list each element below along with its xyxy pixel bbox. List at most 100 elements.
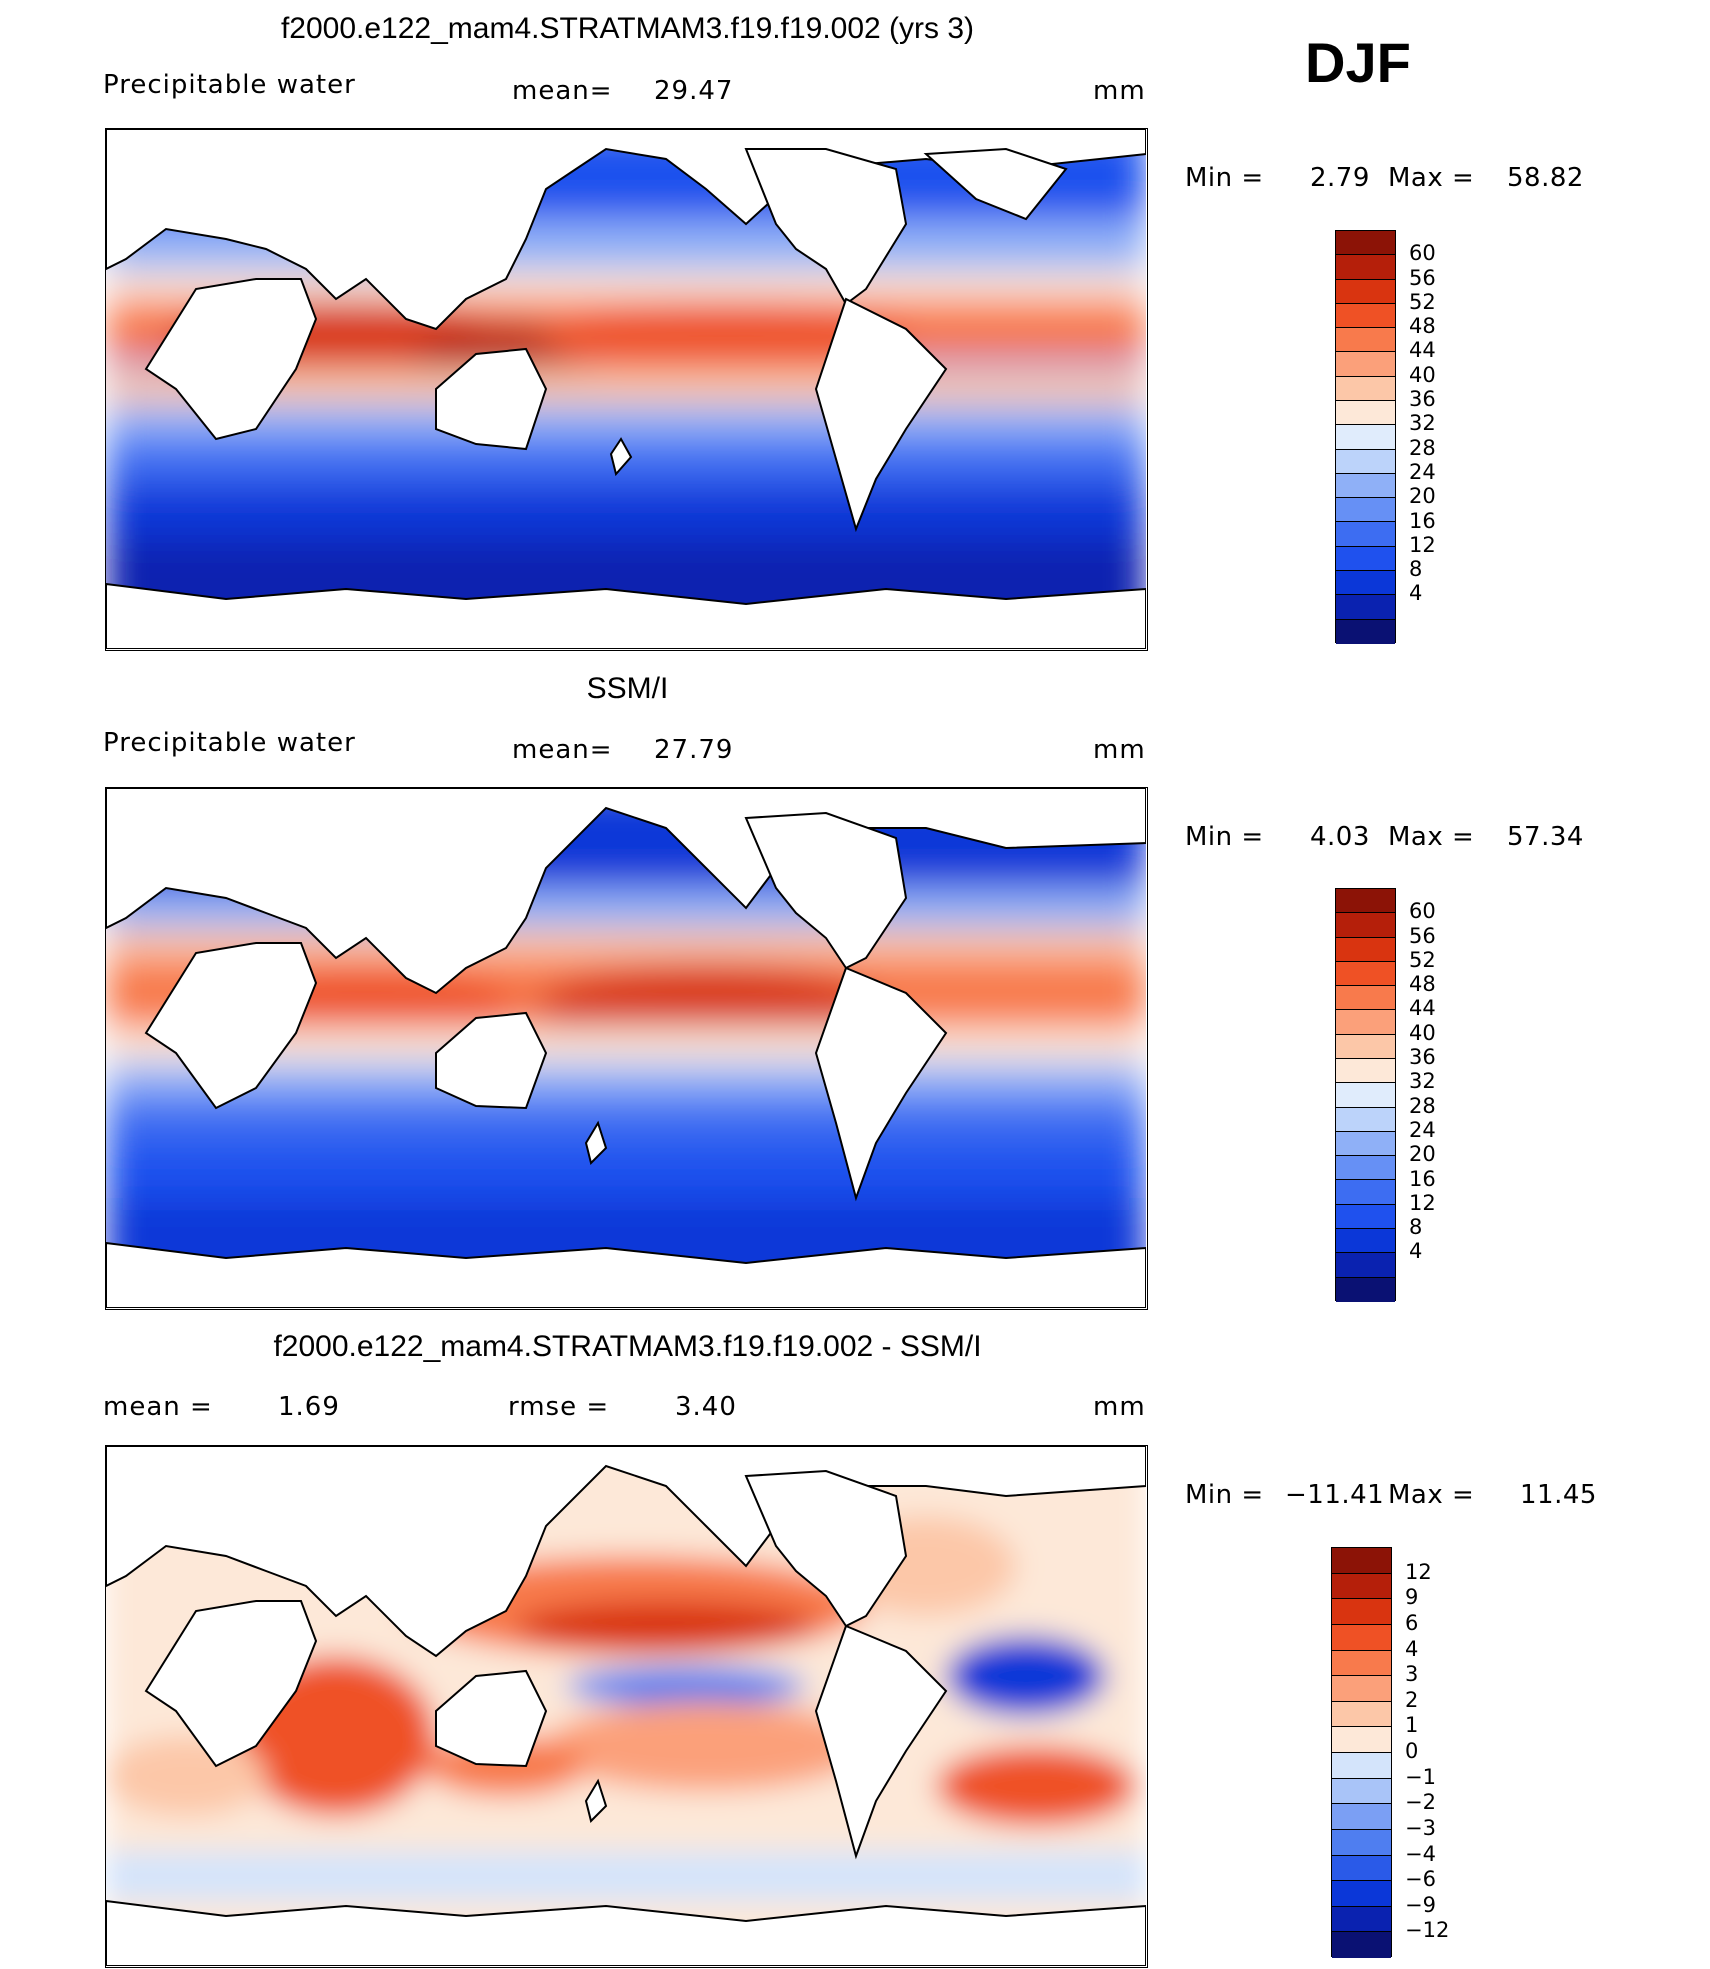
colorbar-level-label: −4 [1405, 1841, 1436, 1866]
mean-value: 29.47 [654, 76, 734, 106]
min-label: Min = [1185, 1480, 1264, 1510]
colorbar-level-label: 36 [1409, 387, 1436, 412]
colorbar-segment [1336, 619, 1395, 644]
colorbar-segment [1332, 1701, 1391, 1728]
colorbar-segment [1332, 1573, 1391, 1600]
colorbar-segment [1332, 1778, 1391, 1805]
colorbar-segment [1336, 986, 1395, 1011]
colorbar [1335, 888, 1396, 1302]
colorbar-segment [1336, 303, 1395, 329]
colorbar-segment [1336, 1204, 1395, 1229]
colorbar-level-label: 24 [1409, 1117, 1436, 1142]
colorbar-level-label: 52 [1409, 947, 1436, 972]
colorbar-segment [1336, 546, 1395, 571]
colorbar-segment [1332, 1727, 1391, 1753]
max-label: Max = [1388, 822, 1475, 852]
colorbar-segment [1332, 1881, 1391, 1907]
colorbar-segment [1336, 352, 1395, 377]
colorbar-level-label: 4 [1405, 1636, 1419, 1661]
colorbar-segment [1332, 1650, 1391, 1677]
colorbar-level-label: 12 [1405, 1559, 1432, 1584]
colorbar-segment [1332, 1804, 1391, 1830]
colorbar-level-label: 8 [1409, 557, 1423, 582]
panel-title: f2000.e122_mam4.STRATMAM3.f19.f19.002 (y… [280, 12, 975, 45]
colorbar-level-label: 28 [1409, 435, 1436, 460]
colorbar-segment [1332, 1753, 1391, 1779]
colorbar-level-label: −6 [1405, 1867, 1436, 1892]
colorbar-segment [1336, 937, 1395, 962]
colorbar-segment [1332, 1855, 1391, 1882]
colorbar-segment [1332, 1548, 1391, 1574]
colorbar-segment [1336, 889, 1395, 914]
colorbar [1335, 230, 1396, 644]
colorbar-segment [1336, 376, 1395, 401]
colorbar-segment [1336, 255, 1395, 280]
colorbar-segment [1336, 279, 1395, 304]
season-label: DJF [1305, 31, 1411, 94]
colorbar-level-label: 60 [1409, 241, 1436, 266]
colorbar-level-label: 0 [1405, 1739, 1419, 1763]
colorbar-segment [1336, 1253, 1395, 1278]
min-label: Min = [1185, 163, 1264, 193]
mean-label: mean= [512, 735, 613, 765]
colorbar-level-label: 40 [1409, 1020, 1436, 1045]
mean-value: 1.69 [278, 1392, 340, 1422]
field-label: Precipitable water [103, 728, 356, 758]
colorbar-level-label: 8 [1409, 1215, 1423, 1240]
mean-label: mean= [512, 76, 613, 106]
colorbar-segment [1332, 1932, 1391, 1958]
colorbar-level-label: 6 [1405, 1610, 1419, 1635]
units-label: mm [1093, 735, 1146, 765]
map-difference [105, 1445, 1148, 1968]
colorbar-segment [1336, 400, 1395, 426]
min-label: Min = [1185, 822, 1264, 852]
colorbar-segment [1336, 1107, 1395, 1132]
colorbar-segment [1336, 425, 1395, 450]
map-observed [105, 787, 1148, 1310]
colorbar-level-label: 3 [1405, 1662, 1419, 1687]
max-value: 57.34 [1507, 822, 1584, 852]
colorbar-level-label: 2 [1405, 1687, 1419, 1712]
colorbar-segment [1336, 449, 1395, 474]
max-label: Max = [1388, 163, 1475, 193]
colorbar-level-label: 44 [1409, 338, 1436, 363]
min-value: −11.41 [1285, 1480, 1385, 1510]
rmse-value: 3.40 [675, 1392, 737, 1422]
units-label: mm [1093, 1392, 1146, 1422]
colorbar-level-label: 9 [1405, 1585, 1419, 1610]
colorbar [1331, 1547, 1392, 1958]
colorbar-level-label: 32 [1409, 1069, 1436, 1094]
colorbar-segment [1332, 1906, 1391, 1933]
colorbar-level-label: 52 [1409, 289, 1436, 314]
colorbar-segment [1336, 570, 1395, 596]
colorbar-level-label: 48 [1409, 972, 1436, 997]
panel-title: SSM/I [586, 672, 669, 705]
max-value: 58.82 [1507, 163, 1584, 193]
max-value: 11.45 [1520, 1480, 1597, 1510]
colorbar-segment [1336, 1277, 1395, 1302]
colorbar-level-label: 24 [1409, 459, 1436, 484]
colorbar-level-label: 60 [1409, 899, 1436, 924]
colorbar-segment [1336, 1058, 1395, 1084]
colorbar-segment [1332, 1676, 1391, 1702]
colorbar-segment [1336, 522, 1395, 547]
colorbar-level-label: 16 [1409, 1166, 1436, 1191]
colorbar-segment [1332, 1599, 1391, 1625]
map-model [105, 128, 1148, 651]
colorbar-level-label: −1 [1405, 1764, 1436, 1789]
field-label: Precipitable water [103, 70, 356, 100]
colorbar-segment [1336, 961, 1395, 987]
colorbar-segment [1336, 1131, 1395, 1157]
colorbar-segment [1336, 328, 1395, 353]
min-value: 2.79 [1310, 163, 1370, 193]
max-label: Max = [1388, 1480, 1475, 1510]
colorbar-level-label: 48 [1409, 314, 1436, 339]
colorbar-level-label: 16 [1409, 508, 1436, 533]
colorbar-level-label: −9 [1405, 1892, 1436, 1917]
colorbar-segment [1336, 1083, 1395, 1108]
colorbar-level-label: −2 [1405, 1790, 1436, 1815]
colorbar-level-label: −3 [1405, 1815, 1436, 1840]
rmse-label: rmse = [508, 1392, 610, 1422]
colorbar-segment [1336, 1034, 1395, 1059]
colorbar-level-label: 40 [1409, 362, 1436, 387]
